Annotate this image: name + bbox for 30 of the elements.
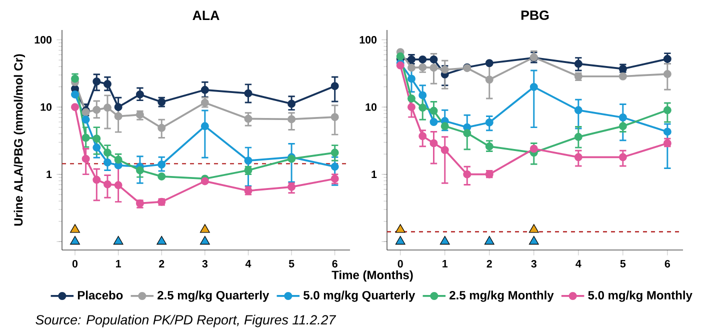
x-tick-label: 2 — [159, 260, 164, 268]
legend-label: 5.0 mg/kg Quarterly — [304, 290, 416, 302]
x-tick-label: 5 — [620, 260, 626, 268]
y-tick-label: 10 — [366, 103, 377, 111]
x-axis-title: Time (Months) — [332, 270, 413, 282]
x-tick-label: 1 — [442, 260, 448, 268]
x-tick-label: 1 — [116, 260, 121, 268]
y-axis-title: Urine ALA/PBG (mmol/mol Cr) — [14, 54, 26, 226]
legend-label: 2.5 mg/kg Quarterly — [158, 290, 270, 302]
y-tick-label: 1 — [372, 170, 377, 178]
y-tick-label: 10 — [40, 103, 52, 111]
y-tick-label: 1 — [46, 170, 52, 178]
x-tick-label: 5 — [288, 260, 294, 268]
x-tick-label: 4 — [245, 260, 252, 268]
x-tick-label: 6 — [664, 260, 670, 268]
legend-label: Placebo — [78, 290, 123, 300]
chart-title: PBG — [521, 10, 549, 20]
legend-label: 5.0 mg/kg Monthly — [588, 290, 692, 302]
x-tick-label: 0 — [72, 260, 78, 268]
legend-label: 2.5 mg/kg Monthly — [450, 290, 554, 302]
y-tick-label: 100 — [360, 36, 377, 44]
x-tick-label: 0 — [398, 260, 403, 268]
chart-title: ALA — [192, 10, 220, 20]
x-tick-label: 6 — [332, 260, 338, 268]
x-tick-label: 4 — [576, 260, 582, 268]
x-tick-label: 3 — [531, 260, 536, 268]
y-tick-label: 100 — [34, 36, 52, 44]
x-tick-label: 3 — [202, 260, 208, 268]
source-note: Source: Population PK/PD Report, Figures 11.2.27 — [36, 314, 336, 328]
x-tick-label: 2 — [486, 260, 492, 268]
